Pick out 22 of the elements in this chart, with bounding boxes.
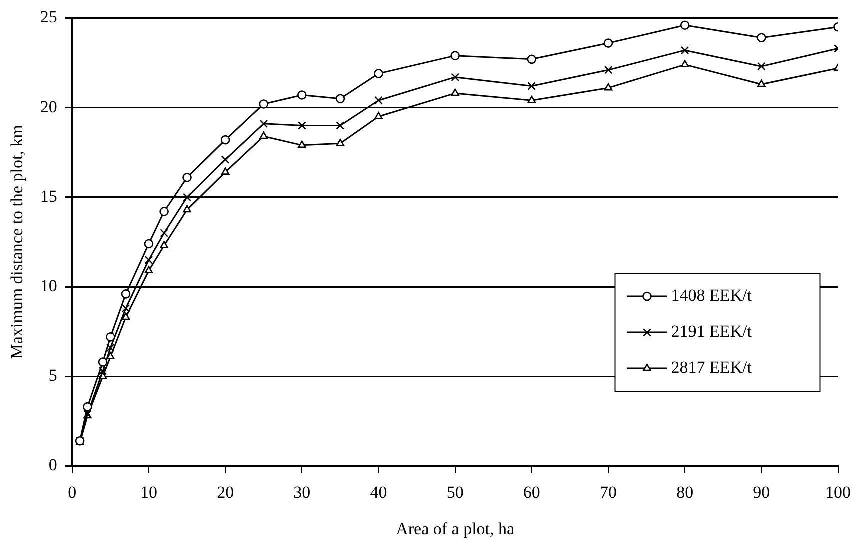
x-tick-label: 0: [68, 482, 77, 502]
x-tick-label: 80: [676, 482, 694, 502]
y-axis-title: Maximum distance to the plot, km: [8, 125, 27, 360]
legend-label: 2817 EEK/t: [671, 358, 752, 378]
legend-label: 1408 EEK/t: [671, 286, 752, 306]
x-tick-label: 70: [600, 482, 617, 502]
x-tick-label: 100: [826, 482, 851, 502]
x-tick-label: 90: [753, 482, 770, 502]
x-tick-label: 60: [523, 482, 540, 502]
x-tick-label: 20: [217, 482, 234, 502]
x-tick-label: 50: [446, 482, 464, 502]
x-tick-label: 30: [294, 482, 311, 502]
x-tick-label: 10: [140, 482, 158, 502]
x-axis-title: Area of a plot, ha: [396, 519, 516, 538]
y-tick-label: 0: [48, 456, 58, 475]
legend-label: 2191 EEK/t: [671, 322, 752, 342]
y-tick-label: 5: [48, 366, 58, 386]
y-tick-label: 25: [40, 8, 58, 27]
x-tick-label: 40: [370, 482, 388, 502]
y-tick-label: 15: [40, 186, 58, 206]
y-tick-label: 20: [40, 97, 58, 116]
y-tick-label: 10: [40, 276, 58, 296]
